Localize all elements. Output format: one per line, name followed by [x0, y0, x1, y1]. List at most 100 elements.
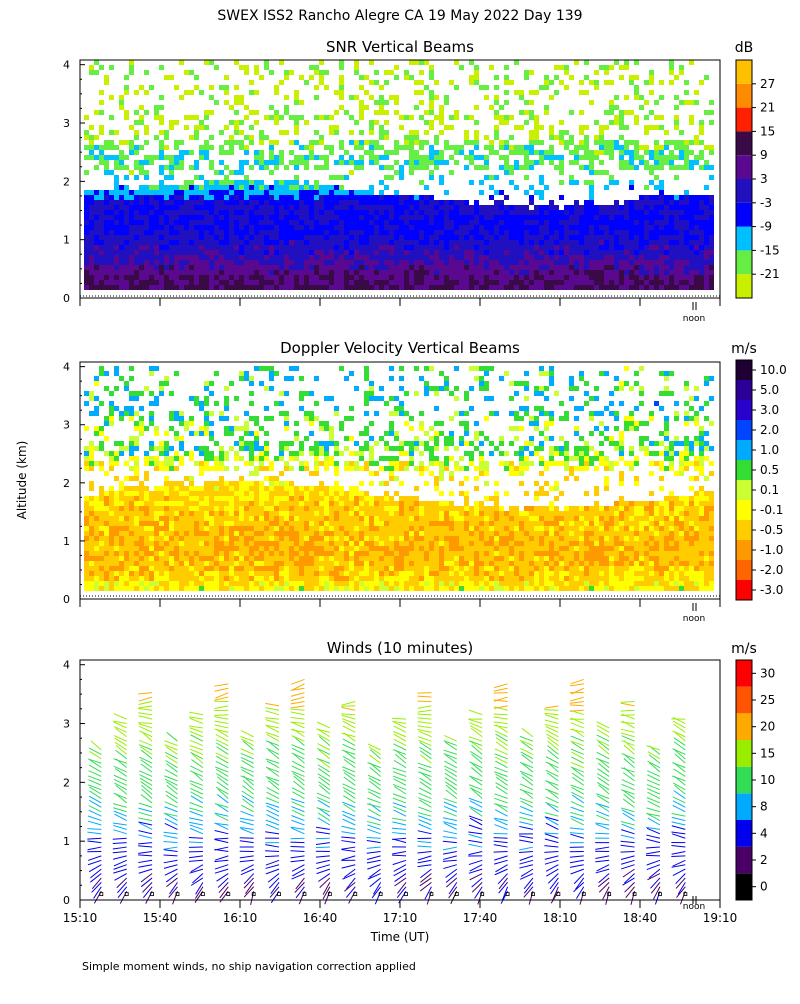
heatmap-cell: [314, 471, 319, 476]
heatmap-cell: [479, 250, 484, 255]
heatmap-cell: [144, 556, 149, 561]
heatmap-cell: [649, 90, 654, 95]
heatmap-cell: [419, 260, 424, 265]
heatmap-cell: [639, 205, 644, 210]
heatmap-cell: [89, 446, 94, 451]
heatmap-cell: [694, 250, 699, 255]
heatmap-cell: [694, 230, 699, 235]
heatmap-cell: [144, 260, 149, 265]
heatmap-cell: [214, 210, 219, 215]
heatmap-cell: [149, 541, 154, 546]
heatmap-cell: [299, 541, 304, 546]
heatmap-cell: [129, 436, 134, 441]
heatmap-cell: [304, 506, 309, 511]
heatmap-cell: [169, 581, 174, 586]
heatmap-cell: [229, 506, 234, 511]
heatmap-cell: [229, 516, 234, 521]
heatmap-cell: [274, 275, 279, 280]
heatmap-cell: [354, 70, 359, 75]
heatmap-cell: [109, 531, 114, 536]
heatmap-cell: [589, 190, 594, 195]
heatmap-cell: [179, 215, 184, 220]
heatmap-cell: [239, 561, 244, 566]
heatmap-cell: [314, 70, 319, 75]
heatmap-cell: [159, 190, 164, 195]
heatmap-cell: [294, 451, 299, 456]
heatmap-cell: [689, 200, 694, 205]
heatmap-cell: [309, 561, 314, 566]
heatmap-cell: [469, 215, 474, 220]
heatmap-cell: [99, 145, 104, 150]
heatmap-cell: [709, 175, 714, 180]
heatmap-cell: [404, 160, 409, 165]
heatmap-cell: [514, 220, 519, 225]
heatmap-cell: [549, 265, 554, 270]
heatmap-cell: [314, 95, 319, 100]
colorbar-label: -9: [760, 220, 772, 234]
heatmap-cell: [319, 481, 324, 486]
heatmap-cell: [594, 235, 599, 240]
heatmap-cell: [269, 581, 274, 586]
heatmap-cell: [694, 280, 699, 285]
heatmap-cell: [414, 245, 419, 250]
heatmap-cell: [709, 240, 714, 245]
heatmap-cell: [289, 566, 294, 571]
heatmap-cell: [124, 576, 129, 581]
heatmap-cell: [579, 225, 584, 230]
heatmap-cell: [214, 566, 219, 571]
heatmap-cell: [654, 150, 659, 155]
heatmap-cell: [434, 280, 439, 285]
heatmap-cell: [274, 571, 279, 576]
heatmap-cell: [674, 175, 679, 180]
heatmap-cell: [354, 285, 359, 290]
heatmap-cell: [304, 215, 309, 220]
heatmap-cell: [324, 190, 329, 195]
heatmap-cell: [244, 275, 249, 280]
heatmap-cell: [149, 496, 154, 501]
heatmap-cell: [479, 235, 484, 240]
heatmap-cell: [99, 260, 104, 265]
heatmap-cell: [174, 270, 179, 275]
heatmap-cell: [124, 546, 129, 551]
heatmap-cell: [349, 240, 354, 245]
heatmap-cell: [454, 250, 459, 255]
heatmap-cell: [204, 556, 209, 561]
heatmap-cell: [129, 210, 134, 215]
heatmap-cell: [234, 536, 239, 541]
heatmap-cell: [124, 461, 129, 466]
heatmap-cell: [404, 260, 409, 265]
heatmap-cell: [384, 220, 389, 225]
heatmap-cell: [369, 95, 374, 100]
heatmap-cell: [279, 401, 284, 406]
heatmap-cell: [404, 135, 409, 140]
heatmap-cell: [159, 566, 164, 571]
heatmap-cell: [184, 235, 189, 240]
heatmap-cell: [369, 220, 374, 225]
heatmap-cell: [134, 195, 139, 200]
heatmap-cell: [244, 105, 249, 110]
heatmap-cell: [204, 250, 209, 255]
heatmap-cell: [114, 235, 119, 240]
heatmap-cell: [564, 220, 569, 225]
heatmap-cell: [119, 576, 124, 581]
heatmap-cell: [319, 285, 324, 290]
heatmap-cell: [374, 110, 379, 115]
heatmap-cell: [294, 220, 299, 225]
snr-noon-label: noon: [683, 314, 705, 324]
heatmap-cell: [129, 496, 134, 501]
heatmap-cell: [224, 270, 229, 275]
y-tick-label: 4: [63, 59, 70, 72]
heatmap-cell: [314, 265, 319, 270]
heatmap-cell: [179, 60, 184, 65]
heatmap-cell: [84, 210, 89, 215]
heatmap-cell: [84, 190, 89, 195]
heatmap-cell: [604, 125, 609, 130]
heatmap-cell: [344, 210, 349, 215]
heatmap-cell: [284, 466, 289, 471]
heatmap-cell: [294, 571, 299, 576]
heatmap-cell: [564, 130, 569, 135]
heatmap-cell: [324, 581, 329, 586]
heatmap-cell: [214, 100, 219, 105]
heatmap-cell: [669, 200, 674, 205]
heatmap-cell: [169, 516, 174, 521]
